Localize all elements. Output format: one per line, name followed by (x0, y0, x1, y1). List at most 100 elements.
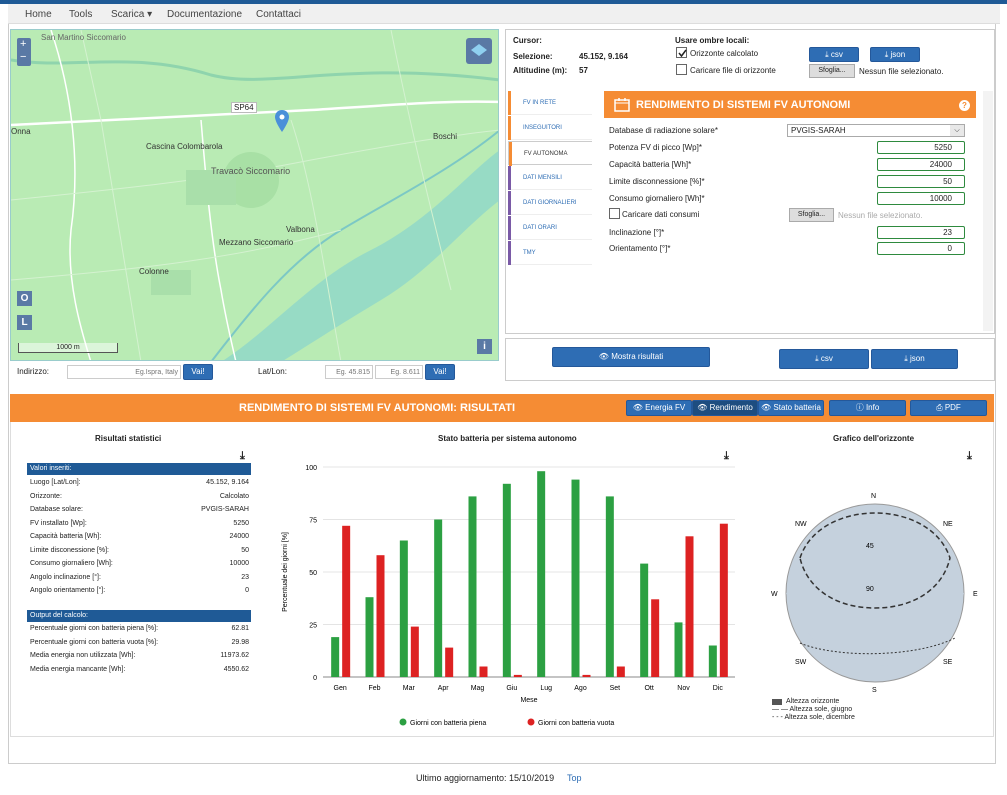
bar-empty (582, 674, 591, 677)
lon-input[interactable] (375, 365, 423, 379)
nav-tools[interactable]: Tools (69, 9, 93, 20)
load-data-checkbox[interactable] (609, 208, 620, 219)
tab-tmy[interactable]: TMY (508, 241, 592, 265)
load-data-label: Caricare dati consumi (622, 210, 700, 219)
layers-button[interactable] (466, 38, 492, 64)
stat-key: Percentuale giorni con batteria vuota [%… (30, 638, 159, 646)
help-icon[interactable]: ? (959, 100, 970, 111)
place-travaco: Travacò Siccomario (211, 166, 291, 176)
dir-se: SE (943, 659, 953, 666)
horizon-download-icon[interactable]: ⤓ (967, 450, 972, 462)
stat-key: Media energia mancante [Wh]: (30, 665, 126, 673)
location-pin-icon (275, 110, 289, 132)
x-tick-label: Lug (540, 685, 552, 692)
legend-marker (399, 718, 407, 726)
info-button[interactable]: ⓘ Info (829, 400, 906, 416)
tab-color-bar (508, 191, 511, 215)
map-scale: 1000 m (18, 343, 118, 353)
zoom-out-button[interactable]: − (20, 51, 27, 63)
battery-tab-button[interactable]: 👁 Stato batteria (758, 400, 824, 416)
bar-full (640, 563, 649, 677)
calendar-icon (614, 98, 630, 112)
nav-home[interactable]: Home (25, 9, 52, 20)
stat-value: 11973.62 (220, 652, 249, 659)
panel-header: RENDIMENTO DI SISTEMI FV AUTONOMI ? (604, 91, 976, 118)
legend-horizon-swatch (772, 699, 782, 705)
stat-value: 62.81 (231, 625, 249, 632)
tab-inseguitori[interactable]: INSEGUITORI (508, 116, 592, 140)
nav-documentazione[interactable]: Documentazione (167, 9, 243, 20)
tab-dati-giornalieri[interactable]: DATI GIORNALIERI (508, 191, 592, 215)
y-tick-label: 75 (309, 518, 317, 525)
chart-download-icon[interactable]: ⤓ (724, 450, 729, 462)
results-csv-button[interactable]: ⤓ csv (779, 349, 869, 369)
orient-input[interactable]: 0 (877, 242, 965, 255)
nav-scarica[interactable]: Scarica ▾ (111, 9, 153, 20)
overview-button[interactable]: O (17, 291, 32, 306)
stat-value: PVGIS-SARAH (201, 506, 249, 513)
tab-color-bar (508, 116, 511, 140)
bar-empty (513, 674, 522, 677)
db-select[interactable]: PVGIS-SARAH ⌵ (787, 124, 965, 137)
cursor-label: Cursor: (513, 36, 542, 45)
db-label: Database di radiazione solare* (609, 126, 718, 135)
bar-full (502, 483, 511, 677)
stat-value: 23 (241, 573, 249, 581)
navbar: Home Tools Scarica ▾ Documentazione Cont… (8, 4, 1000, 24)
tab-dati-mensili[interactable]: DATI MENSILI (508, 166, 592, 190)
info-map-button[interactable]: i (477, 339, 492, 354)
show-results-button[interactable]: 👁 Mostra risultati (552, 347, 710, 367)
tab-fv-in-rete[interactable]: FV IN RETE (508, 91, 592, 115)
place-boschi: Boschi (433, 132, 458, 141)
selection-value: 45.152, 9.164 (579, 52, 628, 61)
latlon-go-button[interactable]: Vai! (425, 364, 455, 380)
nav-contattaci[interactable]: Contattaci (256, 9, 302, 20)
pdf-button[interactable]: ⎙ PDF (910, 400, 987, 416)
horizon-browse-button[interactable]: Sfoglia... (809, 64, 855, 78)
zoom-in-button[interactable]: + (20, 38, 27, 50)
place-colonne: Colonne (139, 267, 169, 276)
layer-l-button[interactable]: L (17, 315, 32, 330)
footer-top-link[interactable]: Top (567, 773, 582, 783)
bar-full (434, 519, 443, 677)
tab-fv-autonoma[interactable]: FV AUTONOMA (508, 141, 592, 166)
stat-value: 45.152, 9.164 (206, 479, 249, 486)
incl-label: Inclinazione [°]* (609, 228, 665, 237)
address-label: Indirizzo: (17, 367, 50, 376)
bar-full (468, 496, 477, 677)
stats-download-icon[interactable]: ⤓ (240, 450, 245, 462)
stat-key: Media energia non utilizzata [Wh]: (30, 652, 136, 659)
bar-empty (410, 626, 419, 677)
lat-input[interactable] (325, 365, 373, 379)
address-input[interactable] (67, 365, 181, 379)
x-axis-label: Mese (520, 697, 537, 704)
dir-s: S (872, 687, 877, 694)
horizon-nofile: Nessun file selezionato. (859, 67, 944, 76)
chart-title: Stato batteria per sistema autonomo (438, 434, 577, 443)
horizon-csv-button[interactable]: ⤓ csv (809, 47, 859, 62)
footer-text: Ultimo aggiornamento: 15/10/2019 (416, 773, 555, 783)
horizon-json-button[interactable]: ⤓ json (870, 47, 920, 62)
horizon-file-checkbox[interactable] (676, 64, 687, 75)
horizon-calc-checkbox[interactable] (676, 47, 687, 58)
load-browse-button[interactable]: Sfoglia... (789, 208, 834, 222)
stat-key: Capacità batteria [Wh]: (30, 533, 102, 540)
tab-dati-orari[interactable]: DATI ORARI (508, 216, 592, 240)
panel-scrollbar[interactable] (983, 91, 993, 331)
batt-input[interactable]: 24000 (877, 158, 965, 171)
stat-row: Angolo inclinazione [°]: 23 (27, 571, 251, 584)
performance-tab-button[interactable]: 👁 Rendimento (692, 400, 758, 416)
stat-key: Percentuale giorni con batteria piena [%… (30, 625, 159, 632)
results-json-button[interactable]: ⤓ json (871, 349, 958, 369)
peak-input[interactable]: 5250 (877, 141, 965, 154)
cons-input[interactable]: 10000 (877, 192, 965, 205)
horizon-chart-title: Grafico dell'orizzonte (833, 434, 915, 443)
energy-tab-button[interactable]: 👁 Energia FV (626, 400, 692, 416)
map[interactable]: San Martino Siccomario Cascina Colombaro… (10, 29, 499, 361)
x-tick-label: Apr (438, 685, 450, 692)
bar-full (399, 540, 408, 677)
cut-input[interactable]: 50 (877, 175, 965, 188)
chevron-down-icon: ⌵ (950, 125, 964, 136)
incl-input[interactable]: 23 (877, 226, 965, 239)
address-go-button[interactable]: Vai! (183, 364, 213, 380)
